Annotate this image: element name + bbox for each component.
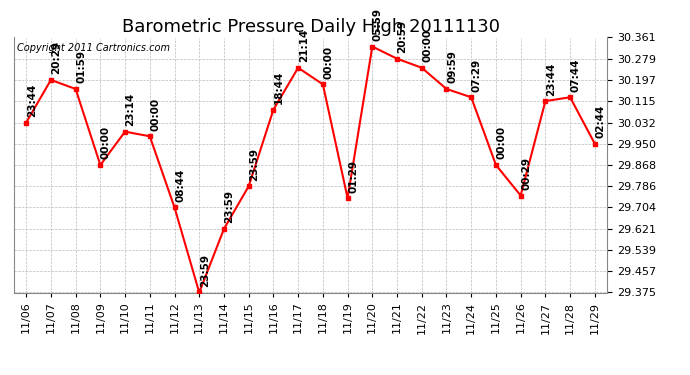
Text: 23:59: 23:59 <box>224 190 235 224</box>
Text: 00:00: 00:00 <box>324 46 333 79</box>
Text: 23:59: 23:59 <box>200 254 210 287</box>
Text: 05:59: 05:59 <box>373 8 383 41</box>
Text: 00:00: 00:00 <box>101 126 111 159</box>
Text: 20:29: 20:29 <box>52 41 61 74</box>
Text: 23:14: 23:14 <box>126 93 136 126</box>
Text: 00:00: 00:00 <box>150 98 160 131</box>
Text: 00:29: 00:29 <box>521 157 531 190</box>
Text: 01:29: 01:29 <box>348 159 358 192</box>
Text: 18:44: 18:44 <box>274 71 284 104</box>
Text: 07:44: 07:44 <box>571 58 581 92</box>
Text: Copyright 2011 Cartronics.com: Copyright 2011 Cartronics.com <box>17 43 170 52</box>
Title: Barometric Pressure Daily High 20111130: Barometric Pressure Daily High 20111130 <box>121 18 500 36</box>
Text: 00:00: 00:00 <box>497 126 506 159</box>
Text: 00:00: 00:00 <box>422 29 433 62</box>
Text: 20:59: 20:59 <box>397 20 408 53</box>
Text: 08:44: 08:44 <box>175 168 185 202</box>
Text: 02:44: 02:44 <box>595 105 605 138</box>
Text: 23:59: 23:59 <box>249 148 259 181</box>
Text: 21:14: 21:14 <box>299 29 308 62</box>
Text: 23:44: 23:44 <box>546 62 556 96</box>
Text: 09:59: 09:59 <box>447 51 457 83</box>
Text: 07:29: 07:29 <box>472 58 482 92</box>
Text: 23:44: 23:44 <box>27 84 37 117</box>
Text: 01:59: 01:59 <box>76 50 86 83</box>
